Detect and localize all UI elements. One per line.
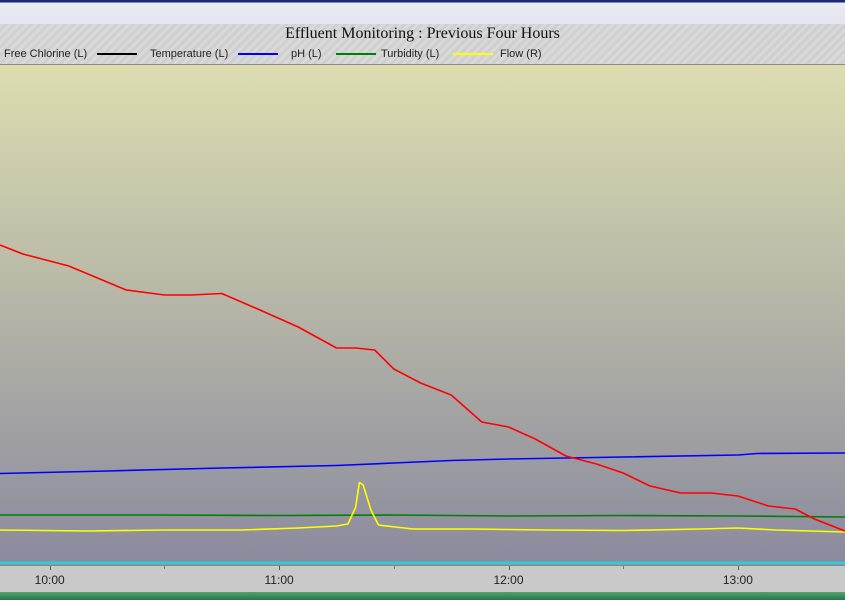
x-tick <box>164 566 166 569</box>
x-tick-label: 10:00 <box>34 573 65 587</box>
x-tick <box>623 566 625 569</box>
plot-background <box>0 65 845 565</box>
chart-header: Effluent Monitoring : Previous Four Hour… <box>0 24 845 65</box>
legend-label: Flow (R) <box>500 48 542 60</box>
legend-item-flow[interactable]: Flow (R) <box>500 48 542 60</box>
x-axis: 10:00 11:00 12:00 13:00 <box>0 565 845 593</box>
x-tick-label: 13:00 <box>722 573 753 587</box>
legend-label: Turbidity (L) <box>381 48 440 60</box>
window-bottom-bar <box>0 592 845 600</box>
series-line-flow <box>0 244 845 532</box>
chart-title: Effluent Monitoring : Previous Four Hour… <box>285 25 560 42</box>
x-tick-label: 12:00 <box>493 573 524 587</box>
series-line-ph <box>0 514 845 518</box>
x-tick <box>49 566 51 570</box>
legend-item-turbidity[interactable]: Turbidity (L) <box>381 48 497 60</box>
legend-swatch-ph <box>335 53 376 55</box>
legend-item-temperature[interactable]: Temperature (L) <box>150 48 282 60</box>
legend-label: Temperature (L) <box>150 48 229 60</box>
legend-swatch-free-chlorine <box>97 53 138 55</box>
legend-swatch-temperature <box>238 53 279 55</box>
series-line-temperature <box>0 452 845 475</box>
legend-item-ph[interactable]: pH (L) <box>291 48 380 60</box>
x-tick <box>508 566 510 570</box>
plot-area <box>0 65 845 565</box>
legend-item-free-chlorine[interactable]: Free Chlorine (L) <box>4 48 141 60</box>
x-tick <box>737 566 739 570</box>
series-line-turbidity <box>0 481 845 533</box>
window-top-bar <box>0 0 845 26</box>
x-tick <box>393 566 395 569</box>
legend-label: pH (L) <box>291 48 322 60</box>
legend-label: Free Chlorine (L) <box>4 48 88 60</box>
x-tick-label: 11:00 <box>264 573 294 587</box>
x-tick <box>279 566 281 570</box>
legend-swatch-turbidity <box>453 53 494 55</box>
